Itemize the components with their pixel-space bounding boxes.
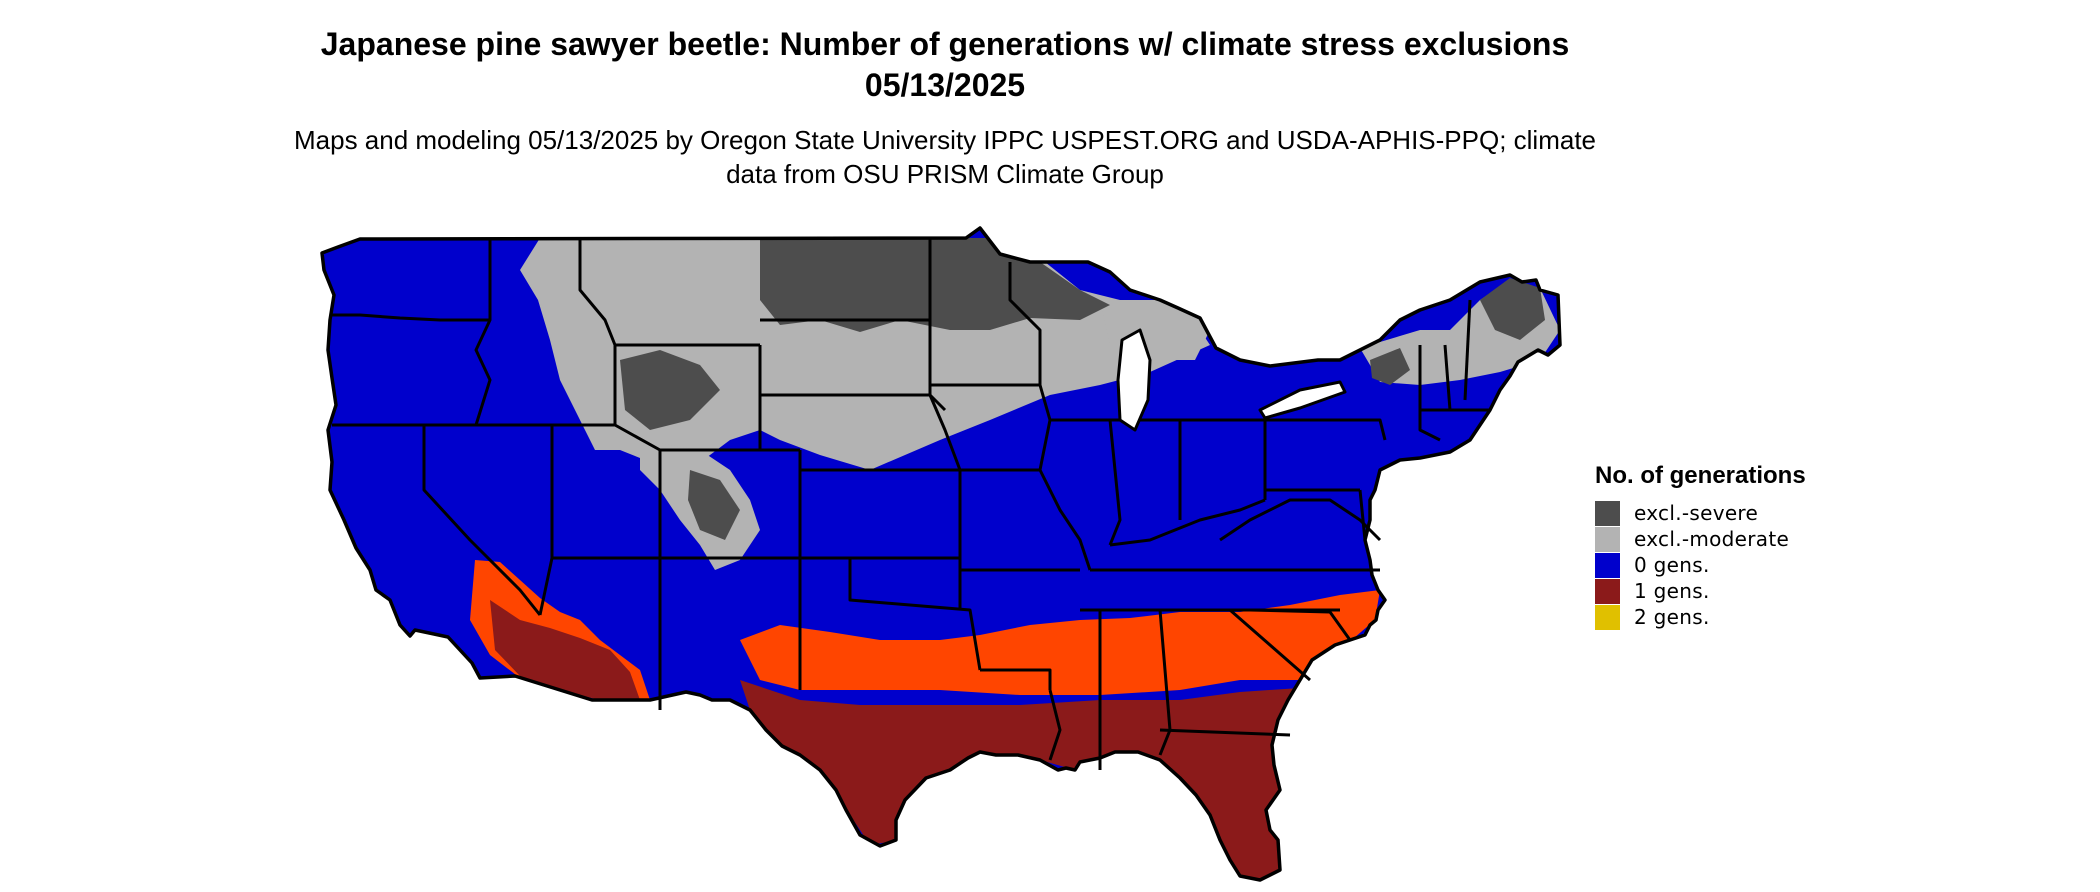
border-id-ut-wy [476,345,617,427]
legend: No. of generations excl.-severe excl.-mo… [1595,462,1845,630]
legend-item-2-gens: 2 gens. [1595,604,1845,630]
border-az-ca [538,556,660,616]
zone-excl-severe-north [760,238,1110,332]
map-title: Japanese pine sawyer beetle: Number of g… [320,26,1570,103]
lake-michigan [1116,328,1152,432]
legend-label: 0 gens. [1634,553,1710,577]
legend-label: excl.-moderate [1634,527,1790,551]
legend-swatch-2-gens [1595,604,1620,630]
legend-label: 1 gens. [1634,579,1710,603]
legend-swatch-excl-moderate [1595,526,1620,552]
zone-1-gens-desert-dark [490,600,640,700]
us-outline [320,226,1562,882]
border-mo-il [1038,469,1092,571]
border-la-ms [1048,689,1062,761]
border-ok-tx [848,558,982,671]
zone-excl-severe-colorado [688,470,740,540]
legend-swatch-0-gens [1595,552,1620,578]
border-ga-fl [1159,728,1291,737]
border-nc-sc [1249,608,1352,641]
legend-swatch-excl-severe [1595,500,1620,526]
border-ca-nv [422,425,542,616]
legend-item-excl-moderate: excl.-moderate [1595,526,1845,552]
border-id-west [474,238,492,426]
zone-excl-severe-maine [1480,278,1545,340]
border-plains-east [928,238,962,610]
legend-item-excl-severe: excl.-severe [1595,500,1845,526]
legend-label: 2 gens. [1634,605,1710,629]
border-mn-wi [1008,262,1052,471]
zone-excl-severe-ny [1370,348,1410,385]
legend-item-0-gens: 0 gens. [1595,552,1845,578]
legend-item-1-gens: 1 gens. [1595,578,1845,604]
generation-zones [322,228,1560,880]
border-md-de [1358,489,1367,541]
state-borders [320,226,1562,882]
zone-excl-severe-wyoming [620,350,720,430]
legend-swatch-1-gens [1595,578,1620,604]
border-ga-sc [1229,608,1311,682]
map-subtitle: Maps and modeling 05/13/2025 by Oregon S… [293,125,1597,189]
border-wa-or [330,313,490,322]
legend-title: No. of generations [1595,462,1806,489]
border-pa-ny [1265,418,1387,441]
border-vt-nh [1443,344,1452,411]
border-ar-la [980,668,1052,690]
border-nh-me [1463,299,1472,401]
border-il-in [1108,419,1122,546]
border-ky-north [1109,498,1266,547]
border-ny-ne [1418,345,1441,442]
legend-label: excl.-severe [1634,501,1759,525]
zone-1-gens-band [740,590,1380,695]
lake-erie [1258,380,1347,420]
border-mt-wy-id [578,238,760,347]
